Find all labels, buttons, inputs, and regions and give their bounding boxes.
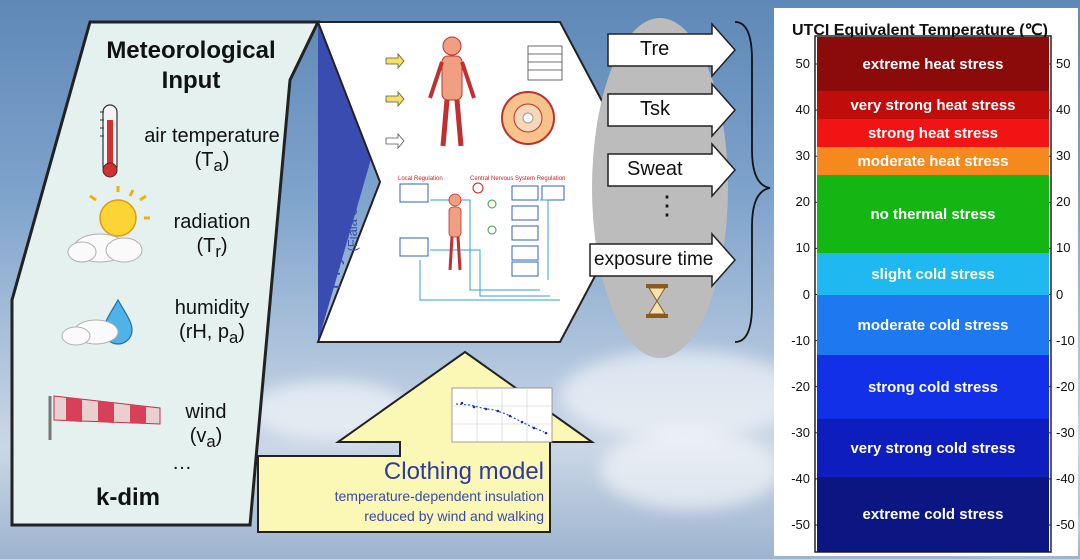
clothing-line2: reduced by wind and walking (364, 508, 544, 524)
utci-tick-label: -30 (1056, 424, 1075, 440)
band-label: slight cold stress (871, 265, 995, 283)
utci-tick-label: -50 (791, 517, 810, 532)
clothing-title: Clothing model (383, 458, 544, 485)
input-humidity: humidity (rH, pa) (150, 296, 274, 350)
utci-tick-label: 50 (795, 56, 810, 71)
utci-tick-label: 10 (795, 240, 810, 256)
band-label: moderate heat stress (857, 152, 1009, 170)
legend-box-icon (527, 45, 563, 81)
band-label: very strong cold stress (850, 439, 1016, 457)
thermometer-icon (100, 104, 118, 178)
utci-tick-label: 10 (1056, 240, 1071, 256)
utci-band-very-strong-heat: very strong heat stress (817, 91, 1049, 120)
utci-tick-label: 40 (1056, 102, 1071, 118)
water-drop-icon (61, 298, 133, 346)
utci-tick-label: 40 (795, 102, 810, 118)
utci-tick-label: 30 (795, 148, 810, 164)
output-sweat: Sweat (627, 158, 683, 180)
input-symbol: (Ta) (194, 149, 230, 175)
cloud-shape (560, 350, 800, 440)
output-more: ⋮ (654, 190, 680, 220)
utci-title: UTCI Equivalent Temperature (℃) (792, 22, 1048, 39)
utci-band-moderate-heat: moderate heat stress (817, 147, 1049, 176)
k-dim-label: k-dim (96, 484, 161, 511)
band-label: moderate cold stress (857, 316, 1009, 334)
clothing-chart-icon (451, 387, 553, 443)
utci-tick-label: 20 (1056, 194, 1071, 210)
output-arrow-sweat (607, 142, 737, 198)
schematic-caption: Central Nervous System Regulation (470, 176, 565, 182)
utci-tick-label: 0 (1056, 286, 1064, 302)
meteo-title-line2: Input (161, 67, 221, 94)
sun-cloud-icon (67, 186, 150, 263)
hourglass-icon (646, 284, 668, 318)
human-figure-icon (428, 36, 476, 147)
utci-band-slight-cold: slight cold stress (817, 253, 1049, 296)
utci-band-strong-heat: strong heat stress (817, 119, 1049, 148)
utci-band-extreme-heat: extreme heat stress (817, 37, 1049, 92)
utci-band-no-thermal: no thermal stress (817, 175, 1049, 254)
utci-band-extreme-cold: extreme cold stress (817, 477, 1049, 552)
input-radiation: radiation (Tr) (150, 210, 274, 264)
utci-tick-label: -40 (1056, 470, 1075, 486)
utci-tick-label: 30 (1056, 148, 1071, 164)
inputs-ellipsis: … (172, 452, 192, 474)
band-label: no thermal stress (870, 205, 996, 223)
meteo-panel (10, 20, 321, 527)
input-label: humidity (174, 297, 250, 319)
output-arrow-tre (607, 22, 737, 78)
utci-tick-label: 0 (802, 286, 810, 302)
meteo-title: Meteorological Input (96, 36, 286, 96)
output-arrow-exposure (589, 232, 737, 288)
cloud-shape (600, 430, 780, 510)
flux-arrows-icon (385, 52, 405, 150)
output-exposure-time: exposure time (594, 249, 714, 270)
utci-tick-label: -30 (791, 424, 810, 440)
output-tre: Tre (640, 38, 670, 60)
band-label: strong cold stress (867, 378, 999, 396)
utci-tick-label: -50 (1056, 517, 1075, 532)
body-section-icon (501, 91, 555, 145)
curly-brace (734, 21, 771, 343)
physio-label: Physiological model (323, 112, 345, 290)
clothing-line1: temperature-dependent insulation (334, 488, 544, 504)
band-label: extreme heat stress (862, 55, 1004, 73)
utci-band-moderate-cold: moderate cold stress (817, 295, 1049, 356)
utci-tick-label: -20 (791, 378, 810, 394)
band-label: extreme cold stress (862, 505, 1004, 523)
regulation-schematic-icon (399, 182, 565, 301)
input-air-temperature: air temperature (Ta) (132, 124, 292, 178)
input-wind: wind (va) (170, 400, 242, 454)
output-arrow-tsk (607, 82, 737, 138)
utci-tick-label: 50 (1056, 56, 1071, 71)
utci-tick-label: -10 (791, 332, 810, 348)
input-label: radiation (173, 211, 251, 233)
physio-label-group: Physiological model (Fiala et al. 2007) (323, 81, 361, 321)
band-label: very strong heat stress (850, 96, 1016, 114)
small-human-figure-icon (448, 193, 462, 271)
physio-citation: (Fiala et al. 2007) (345, 150, 360, 252)
meteo-title-line1: Meteorological (106, 37, 276, 64)
utci-band-strong-cold: strong cold stress (817, 355, 1049, 420)
input-symbol: (va) (189, 425, 223, 451)
utci-tick-label: 20 (795, 194, 810, 210)
schematic-caption: Local Regulation (398, 176, 443, 182)
windsock-icon (48, 395, 161, 440)
input-symbol: (Tr) (196, 235, 228, 261)
utci-band-very-strong-cold: very strong cold stress (817, 419, 1049, 478)
input-symbol: (rH, pa) (179, 321, 245, 347)
input-label: wind (185, 401, 227, 423)
utci-tick-label: -10 (1056, 332, 1075, 348)
input-label: air temperature (144, 125, 280, 147)
utci-tick-label: -20 (1056, 378, 1075, 394)
band-label: strong heat stress (867, 124, 999, 142)
utci-tick-label: -40 (791, 470, 810, 486)
output-tsk: Tsk (640, 98, 670, 120)
